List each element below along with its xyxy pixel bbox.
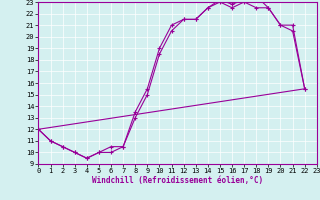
X-axis label: Windchill (Refroidissement éolien,°C): Windchill (Refroidissement éolien,°C) xyxy=(92,176,263,185)
